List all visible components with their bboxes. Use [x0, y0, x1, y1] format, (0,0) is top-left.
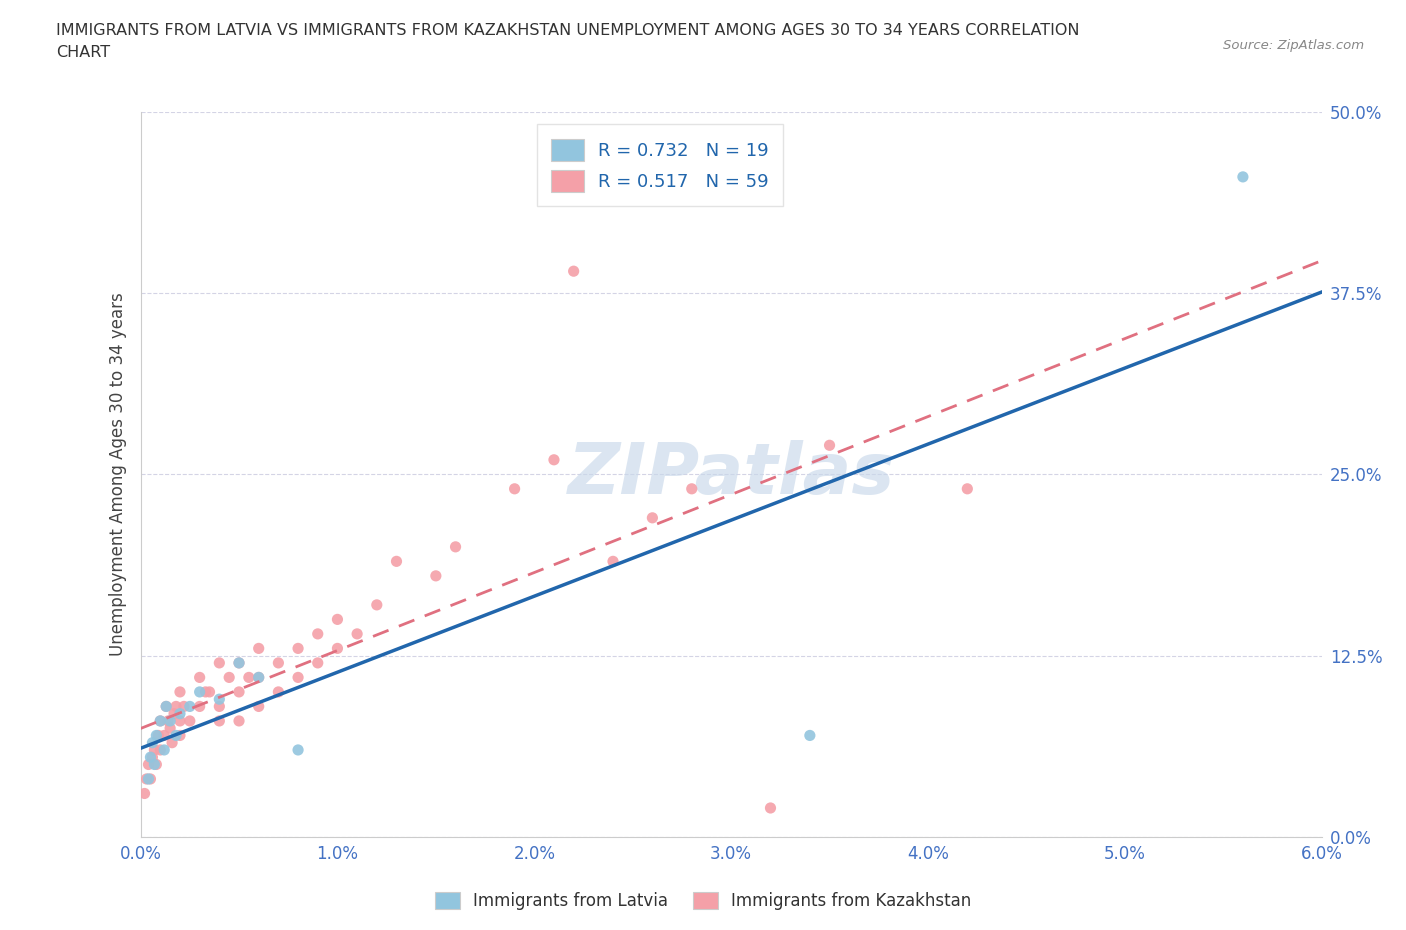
- Point: [141, 750, 163, 764]
- Text: Source: ZipAtlas.com: Source: ZipAtlas.com: [1223, 39, 1364, 52]
- Point: [145, 728, 167, 743]
- Point: [169, 713, 191, 728]
- Point: [326, 612, 349, 627]
- Point: [346, 627, 368, 642]
- Point: [247, 699, 270, 714]
- Point: [169, 706, 191, 721]
- Point: [366, 597, 388, 612]
- Point: [179, 699, 201, 714]
- Point: [307, 656, 329, 671]
- Point: [160, 736, 183, 751]
- Point: [149, 742, 172, 757]
- Point: [444, 539, 467, 554]
- Point: [818, 438, 841, 453]
- Point: [155, 699, 177, 714]
- Point: [188, 684, 211, 699]
- Point: [143, 757, 166, 772]
- Point: [228, 656, 250, 671]
- Text: CHART: CHART: [56, 45, 110, 60]
- Point: [503, 482, 526, 497]
- Point: [173, 699, 195, 714]
- Point: [287, 641, 309, 656]
- Point: [169, 684, 191, 699]
- Point: [247, 670, 270, 684]
- Point: [287, 670, 309, 684]
- Point: [157, 713, 180, 728]
- Point: [385, 554, 408, 569]
- Point: [153, 728, 176, 743]
- Point: [1232, 169, 1254, 184]
- Point: [194, 684, 217, 699]
- Point: [562, 264, 585, 279]
- Point: [425, 568, 447, 583]
- Point: [141, 736, 163, 751]
- Point: [159, 721, 181, 736]
- Point: [208, 656, 231, 671]
- Point: [681, 482, 703, 497]
- Text: IMMIGRANTS FROM LATVIA VS IMMIGRANTS FROM KAZAKHSTAN UNEMPLOYMENT AMONG AGES 30 : IMMIGRANTS FROM LATVIA VS IMMIGRANTS FRO…: [56, 23, 1080, 38]
- Point: [148, 728, 170, 743]
- Point: [228, 656, 250, 671]
- Point: [165, 699, 187, 714]
- Point: [138, 757, 160, 772]
- Point: [159, 713, 181, 728]
- Point: [135, 772, 157, 787]
- Point: [287, 742, 309, 757]
- Point: [149, 713, 172, 728]
- Point: [247, 670, 270, 684]
- Point: [267, 656, 290, 671]
- Point: [956, 482, 979, 497]
- Point: [543, 452, 565, 467]
- Point: [759, 801, 782, 816]
- Point: [188, 699, 211, 714]
- Legend: R = 0.732   N = 19, R = 0.517   N = 59: R = 0.732 N = 19, R = 0.517 N = 59: [537, 125, 783, 206]
- Point: [134, 786, 156, 801]
- Point: [143, 742, 166, 757]
- Point: [267, 684, 290, 699]
- Point: [139, 772, 162, 787]
- Point: [163, 706, 186, 721]
- Point: [641, 511, 664, 525]
- Point: [153, 742, 176, 757]
- Point: [799, 728, 821, 743]
- Point: [149, 713, 172, 728]
- Point: [208, 713, 231, 728]
- Point: [155, 699, 177, 714]
- Legend: Immigrants from Latvia, Immigrants from Kazakhstan: Immigrants from Latvia, Immigrants from …: [427, 885, 979, 917]
- Point: [138, 772, 160, 787]
- Point: [145, 757, 167, 772]
- Point: [208, 699, 231, 714]
- Point: [198, 684, 221, 699]
- Point: [218, 670, 240, 684]
- Point: [228, 684, 250, 699]
- Point: [179, 713, 201, 728]
- Point: [228, 713, 250, 728]
- Point: [247, 641, 270, 656]
- Point: [326, 641, 349, 656]
- Point: [165, 728, 187, 743]
- Point: [238, 670, 260, 684]
- Point: [139, 750, 162, 764]
- Point: [188, 670, 211, 684]
- Point: [208, 692, 231, 707]
- Y-axis label: Unemployment Among Ages 30 to 34 years: Unemployment Among Ages 30 to 34 years: [108, 292, 127, 657]
- Point: [169, 728, 191, 743]
- Point: [307, 627, 329, 642]
- Text: ZIPatlas: ZIPatlas: [568, 440, 894, 509]
- Point: [602, 554, 624, 569]
